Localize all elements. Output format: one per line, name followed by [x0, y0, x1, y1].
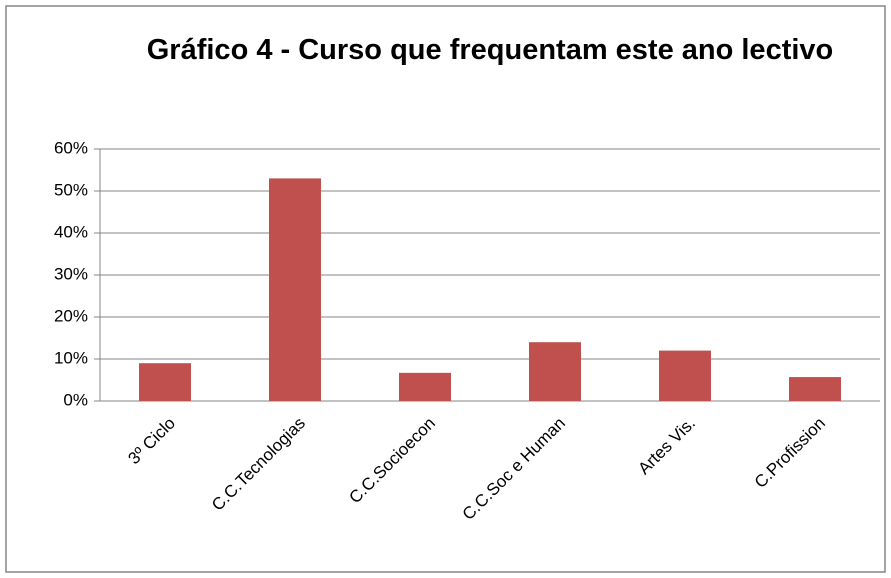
chart-title: Gráfico 4 - Curso que frequentam este an… [146, 34, 834, 66]
y-tick-label: 10% [54, 348, 88, 367]
chart-border [5, 5, 886, 573]
y-tick-label: 60% [54, 138, 88, 157]
bar [269, 178, 321, 401]
bar [659, 350, 711, 401]
bar [139, 363, 191, 401]
y-tick-label: 50% [54, 180, 88, 199]
bar [789, 377, 841, 401]
y-tick-label: 30% [54, 264, 88, 283]
bar [399, 372, 451, 401]
y-tick-label: 0% [63, 390, 88, 409]
y-tick-label: 40% [54, 222, 88, 241]
bar [529, 342, 581, 401]
y-tick-label: 20% [54, 306, 88, 325]
